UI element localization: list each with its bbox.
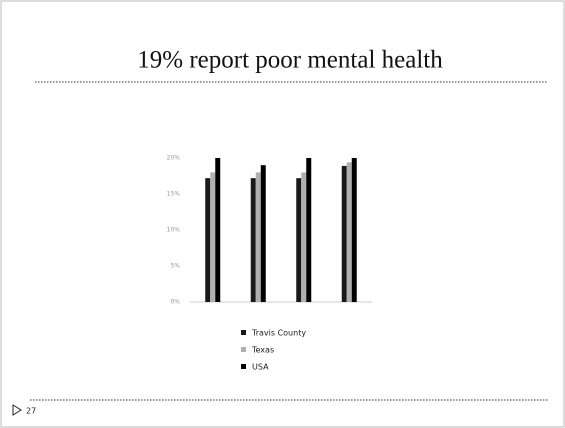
bar: [306, 158, 312, 302]
bar: [346, 162, 352, 302]
legend-swatch: [241, 347, 246, 352]
legend-label: USA: [252, 363, 269, 372]
bar: [351, 158, 357, 302]
y-tick-label: 10%: [167, 227, 181, 234]
page-number: 27: [26, 407, 36, 416]
bar: [255, 172, 261, 302]
bar: [296, 178, 302, 302]
bar: [341, 165, 347, 302]
y-tick-label: 5%: [170, 263, 180, 270]
legend-label: Texas: [251, 346, 274, 355]
bar: [250, 178, 256, 302]
bar: [260, 165, 266, 302]
footer-arrow: [12, 404, 22, 416]
legend-label: Travis County: [251, 329, 306, 338]
bar: [215, 158, 221, 302]
bar: [205, 178, 211, 302]
slide-title: 19% report poor mental health: [137, 47, 443, 74]
legend-swatch: [241, 364, 246, 369]
bar: [210, 172, 216, 302]
bar: [301, 172, 307, 302]
legend-swatch: [241, 330, 246, 335]
y-tick-label: 0%: [170, 299, 180, 306]
y-tick-label: 15%: [167, 191, 181, 198]
y-tick-label: 20%: [167, 155, 181, 162]
